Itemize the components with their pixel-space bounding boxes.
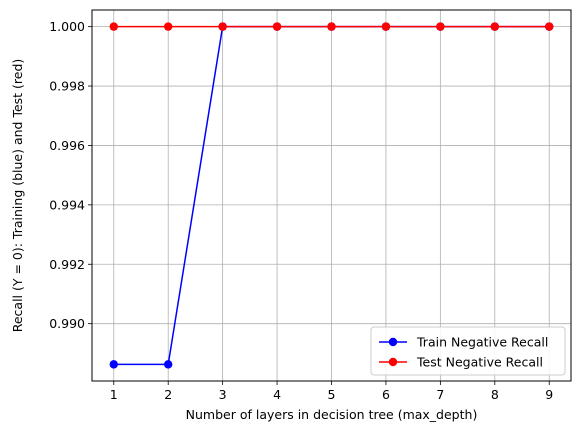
legend-box — [370, 326, 566, 376]
series-2 — [109, 22, 554, 31]
legend-marker — [388, 337, 398, 347]
legend-label: Test Negative Recall — [416, 355, 543, 370]
data-point — [109, 360, 118, 369]
y-axis-label: Recall (Y = 0): Training (blue) and Test… — [10, 59, 25, 333]
x-tick-label: 7 — [436, 387, 444, 402]
y-tick-label: 0.996 — [49, 138, 85, 153]
x-tick-label: 9 — [545, 387, 553, 402]
legend: Train Negative Recall Test Negative Recal… — [370, 326, 566, 376]
x-tick-label: 4 — [273, 387, 281, 402]
x-axis-ticks: 1 2 3 4 5 6 7 8 9 — [110, 381, 553, 402]
data-point — [272, 22, 282, 31]
x-tick-label: 1 — [110, 387, 118, 402]
x-tick-label: 2 — [164, 387, 172, 402]
data-point — [545, 22, 554, 31]
data-point — [327, 22, 336, 31]
data-point — [164, 360, 173, 369]
series-layer — [109, 22, 554, 369]
y-tick-label: 0.994 — [49, 197, 85, 212]
y-tick-label: 0.992 — [49, 257, 85, 272]
x-tick-label: 6 — [382, 387, 390, 402]
data-point — [436, 22, 445, 31]
x-tick-label: 8 — [491, 387, 499, 402]
y-axis-ticks: 0.990 0.992 0.994 0.996 0.998 1.000 — [49, 19, 92, 331]
data-point — [218, 22, 227, 31]
data-point — [381, 22, 391, 31]
data-point — [490, 22, 499, 31]
legend-label: Train Negative Recall — [416, 335, 548, 350]
data-point — [164, 22, 173, 31]
legend-entry: Test Negative Recall — [379, 355, 543, 370]
x-axis-label: Number of layers in decision tree (max_d… — [186, 407, 478, 422]
y-tick-label: 1.000 — [49, 19, 85, 34]
x-tick-label: 3 — [219, 387, 227, 402]
data-point — [109, 22, 118, 31]
y-tick-label: 0.990 — [49, 316, 85, 331]
legend-marker — [388, 357, 398, 367]
x-tick-label: 5 — [328, 387, 336, 402]
grid-lines — [92, 10, 571, 381]
y-tick-label: 0.998 — [49, 79, 85, 94]
legend-entry: Train Negative Recall — [379, 335, 548, 350]
